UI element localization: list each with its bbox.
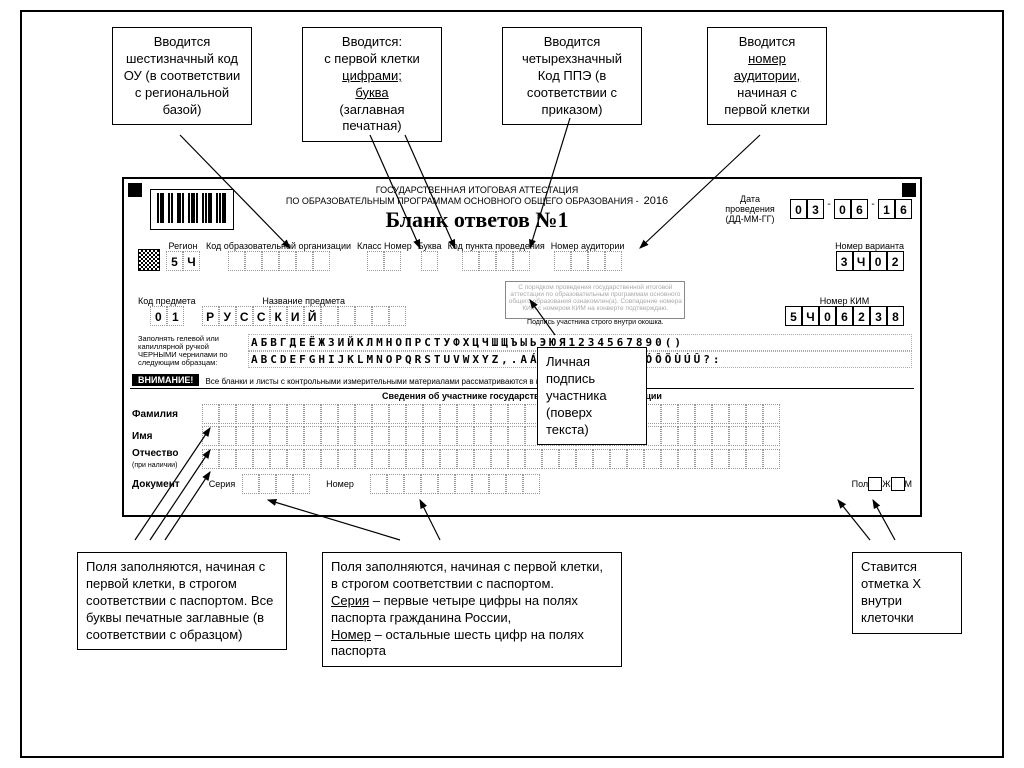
class-letter-cells[interactable] [421,251,438,271]
callout-signature: Личная подпись участника (поверх текста) [537,347,647,445]
surname-row: Фамилия [124,403,920,425]
kim-cells[interactable]: 5Ч06238 [785,306,904,326]
ppe-label: Код пункта проведения [448,241,545,251]
aud-cells[interactable] [554,251,622,271]
attention-text: Все бланки и листы с контрольными измери… [205,377,576,386]
edu-code-label: Код образовательной организации [206,241,351,251]
callout-gender: Ставится отметка X внутри клеточки [852,552,962,634]
qr-code [138,249,160,271]
aud-label: Номер аудитории [551,241,625,251]
callout-aud: Вводится номер аудитории, начиная с перв… [707,27,827,125]
gender-f-checkbox[interactable] [868,477,882,491]
corner-marker [902,183,916,197]
participant-heading: Сведения об участнике государственной ит… [124,389,920,403]
patronymic-row: Отчество(при наличии) [124,447,920,471]
corner-marker [128,183,142,197]
name-cells[interactable] [202,426,780,446]
ppe-cells[interactable] [462,251,530,271]
number-cells[interactable] [370,474,540,494]
series-label: Серия [202,479,242,489]
class-num-label: Класс Номер [357,241,412,251]
edu-code-cells[interactable] [228,251,330,271]
series-cells[interactable] [242,474,310,494]
sig-caption: Подпись участника строго внутри окошка. [527,319,664,326]
class-letter-label: Буква [418,241,442,251]
document-row: Документ Серия Номер Пол Ж М [124,473,920,495]
subj-code-cells[interactable]: 01 [150,306,184,326]
subj-name-cells[interactable]: РУССКИЙ [202,306,406,326]
answer-form: ГОСУДАРСТВЕННАЯ ИТОГОВАЯ АТТЕСТАЦИЯ ПО О… [122,177,922,517]
signature-box[interactable]: С порядком проведения государственной ит… [505,281,685,319]
region-label: Регион [169,241,198,251]
attention-label: ВНИМАНИЕ! [132,374,199,386]
callout-ppe: Вводится четырехзначный Код ППЭ (в соотв… [502,27,642,125]
variant-cells[interactable]: 3Ч02 [836,251,904,271]
gender-label: Пол [852,479,869,489]
gender-m-checkbox[interactable] [891,477,905,491]
callout-edu-code: Вводится шестизначный код ОУ (в соответс… [112,27,252,125]
kim-label: Номер КИМ [820,296,869,306]
barcode [150,189,234,230]
name-row: Имя [124,425,920,447]
header-text: ГОСУДАРСТВЕННАЯ ИТОГОВАЯ АТТЕСТАЦИЯ ПО О… [240,185,714,233]
patronymic-cells[interactable] [202,449,780,469]
callout-document: Поля заполняются, начиная с первой клетк… [322,552,622,667]
form-title: Бланк ответов №1 [240,207,714,233]
subj-name-label: Название предмета [262,296,345,306]
number-label: Номер [310,479,370,489]
subj-code-label: Код предмета [138,296,196,306]
date-cells: 03-06-16 [790,199,912,219]
surname-cells[interactable] [202,404,780,424]
region-cells[interactable]: 5Ч [166,251,200,271]
ink-instructions: Заполнять гелевой или капиллярной ручкой… [132,335,242,368]
page-frame: Вводится шестизначный код ОУ (в соответс… [20,10,1004,758]
variant-label: Номер варианта [835,241,904,251]
class-num-cells[interactable] [367,251,401,271]
callout-fio: Поля заполняются, начиная с первой клетк… [77,552,287,650]
callout-class: Вводится: с первой клетки цифрами; буква… [302,27,442,142]
date-label: Дата проведения (ДД-ММ-ГГ) [720,194,780,224]
